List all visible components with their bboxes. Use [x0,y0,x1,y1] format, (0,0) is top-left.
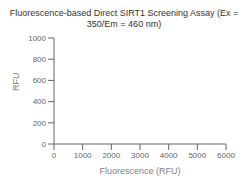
svg-text:4000: 4000 [160,151,178,160]
svg-text:1000: 1000 [74,151,92,160]
svg-text:5000: 5000 [188,151,206,160]
svg-text:600: 600 [33,76,47,85]
svg-text:Fluorescence (RFU): Fluorescence (RFU) [99,166,180,176]
svg-text:6000: 6000 [217,151,235,160]
svg-text:0: 0 [52,151,57,160]
svg-text:400: 400 [33,97,47,106]
svg-text:800: 800 [33,55,47,64]
svg-text:0: 0 [42,140,47,149]
svg-text:200: 200 [33,119,47,128]
svg-text:RFU: RFU [11,73,21,92]
svg-text:3000: 3000 [131,151,149,160]
svg-text:1000: 1000 [28,34,46,43]
svg-text:2000: 2000 [102,151,120,160]
html-text:Fluorescence-based Direct SIRT: Fluorescence-based Direct SIRT1 Screenin… [9,8,239,29]
